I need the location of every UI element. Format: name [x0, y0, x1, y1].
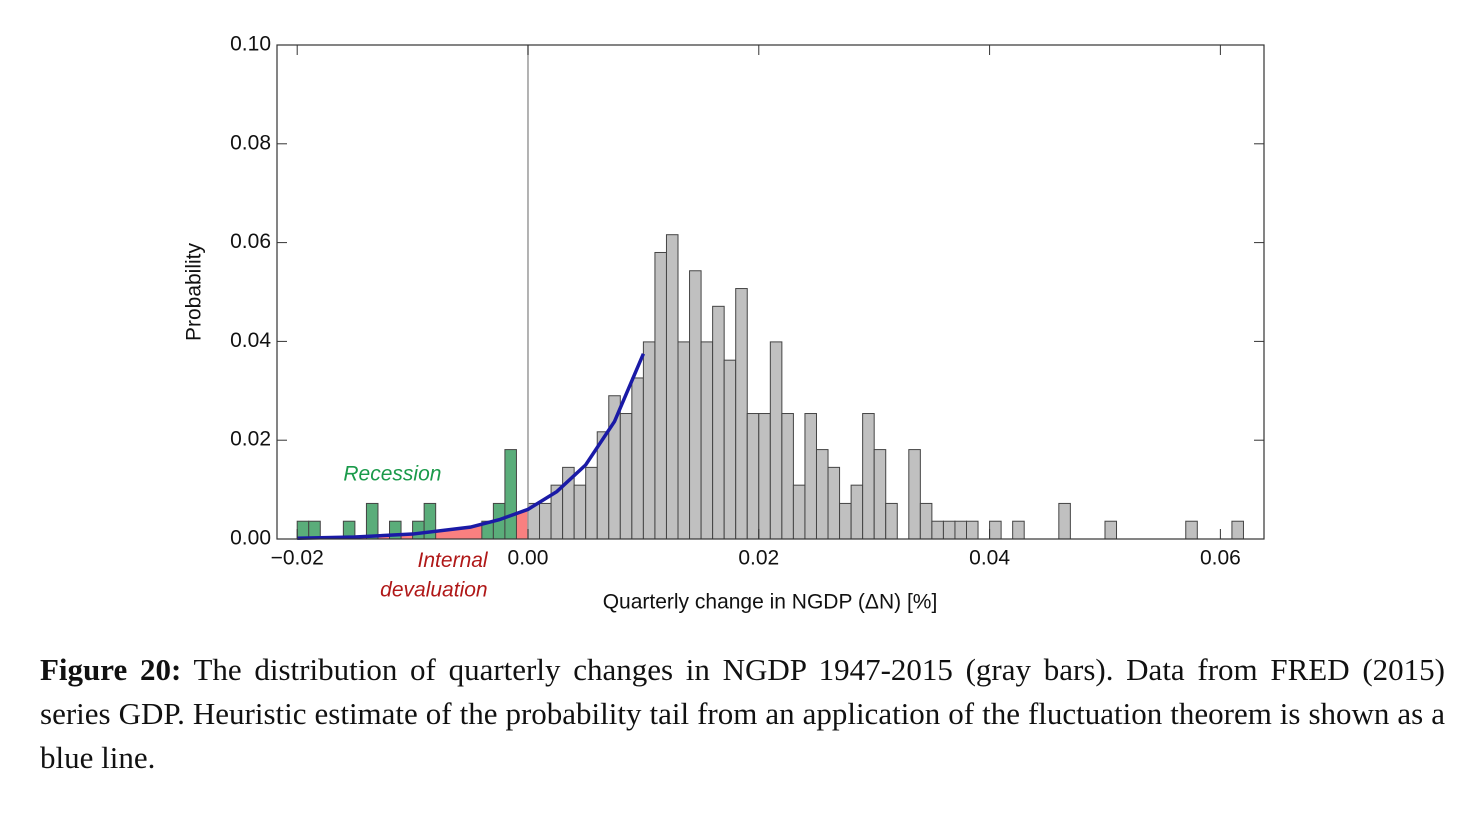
y-tick-label: 0.02	[230, 428, 271, 451]
bar	[677, 341, 691, 540]
bar	[723, 359, 737, 540]
bar	[862, 413, 875, 540]
bar	[585, 466, 598, 540]
bar	[989, 520, 1002, 540]
bar	[931, 520, 944, 540]
bar	[804, 413, 817, 540]
bar	[942, 520, 956, 540]
bar	[873, 449, 887, 540]
bar	[735, 288, 748, 540]
bar	[689, 270, 702, 540]
caption: Figure 20: The distribution of quarterly…	[40, 648, 1445, 780]
y-tick-label: 0.08	[230, 131, 271, 154]
bar	[1185, 520, 1198, 540]
bar	[700, 341, 714, 540]
bar	[815, 449, 829, 540]
bar	[573, 484, 587, 540]
y-tick-label: 0.04	[230, 329, 271, 352]
y-tick-label: 0.00	[230, 527, 271, 550]
bar	[781, 413, 794, 540]
bar	[412, 520, 425, 540]
bar	[365, 502, 379, 540]
bar	[631, 377, 644, 540]
tail-area	[297, 509, 528, 539]
plot-frame	[276, 44, 1265, 540]
bar	[665, 234, 679, 540]
bar	[769, 341, 783, 540]
bar	[654, 251, 667, 540]
bar	[954, 520, 968, 540]
bar	[839, 502, 852, 540]
bar	[712, 305, 725, 540]
bar	[1012, 520, 1025, 540]
caption-label: Figure 20:	[40, 652, 182, 687]
chart: Probability Quarterly change in NGDP (ΔN…	[183, 33, 1265, 614]
bar	[539, 502, 552, 540]
bar	[792, 484, 806, 540]
x-tick-label: 0.04	[969, 547, 1010, 570]
bar	[966, 520, 979, 540]
annotation: Internal	[418, 549, 489, 572]
bar	[919, 502, 933, 540]
x-axis-label: Quarterly change in NGDP (ΔN) [%]	[603, 591, 938, 614]
bar	[1231, 520, 1244, 540]
bar	[746, 413, 760, 540]
bar	[619, 413, 633, 540]
bar	[1058, 502, 1071, 540]
bar	[1104, 520, 1118, 540]
caption-text: The distribution of quarterly changes in…	[40, 652, 1445, 775]
bar	[642, 341, 656, 540]
x-tick-label: 0.06	[1200, 547, 1241, 570]
x-tick-label: 0.00	[508, 547, 549, 570]
bar	[504, 449, 517, 540]
x-tick-label: 0.02	[738, 547, 779, 570]
bar	[758, 413, 771, 540]
annotation: Recession	[343, 462, 441, 485]
bar	[885, 502, 898, 540]
annotation: devaluation	[380, 578, 487, 601]
bar	[850, 484, 864, 540]
x-tick-label: −0.02	[271, 547, 324, 570]
bar	[827, 466, 841, 540]
y-axis-label: Probability	[183, 242, 206, 341]
y-tick-label: 0.10	[230, 33, 271, 56]
fit-curve	[297, 353, 645, 540]
bar	[908, 449, 921, 540]
y-tick-label: 0.06	[230, 230, 271, 253]
